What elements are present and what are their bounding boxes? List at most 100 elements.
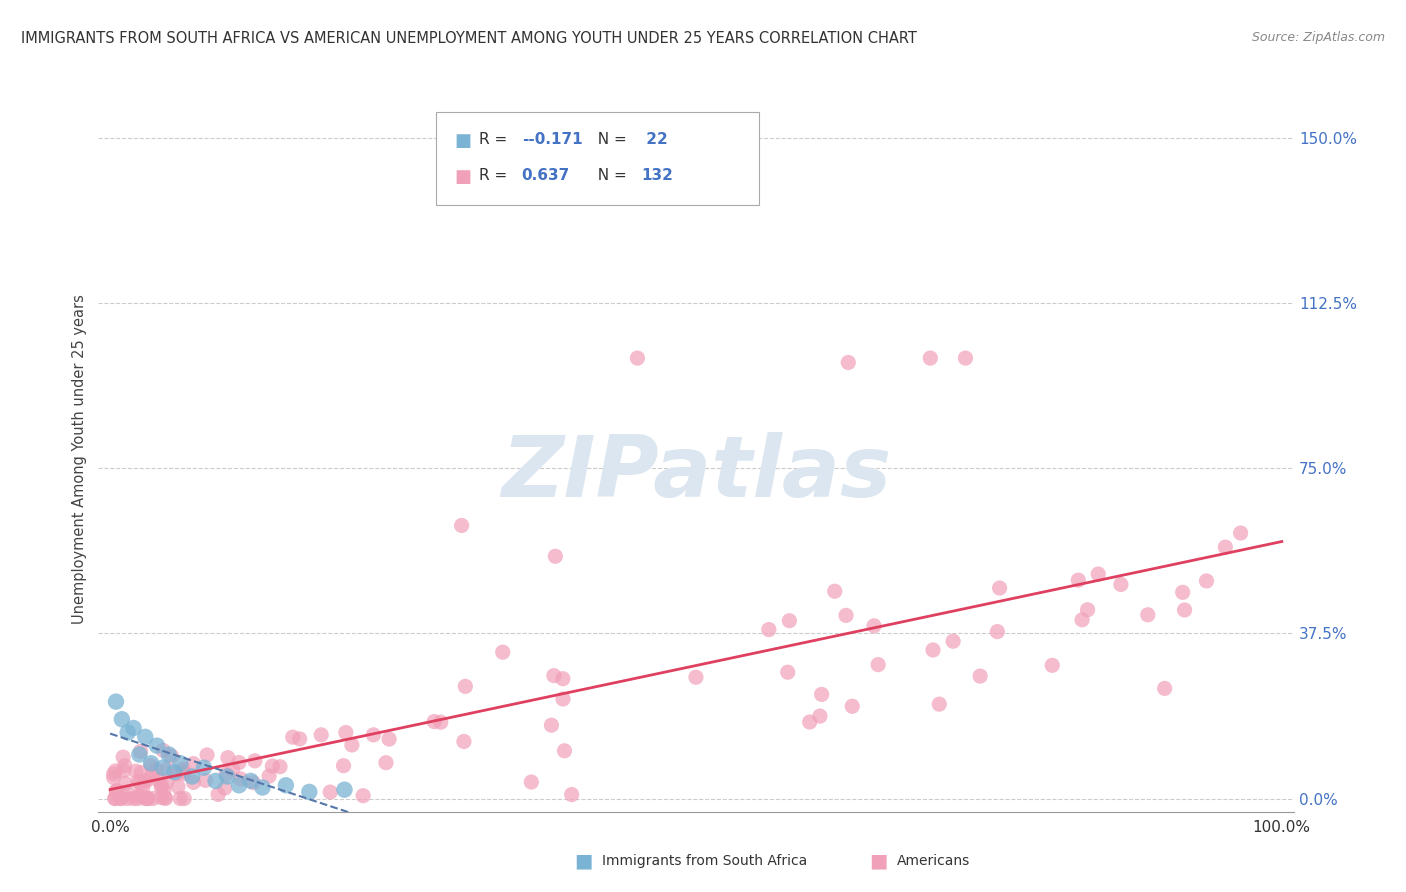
- Point: [1071, 613, 1094, 627]
- Point: [298, 785, 321, 799]
- Point: [214, 781, 236, 796]
- Point: [824, 584, 846, 599]
- Text: ■: ■: [574, 851, 593, 871]
- Point: [810, 687, 832, 701]
- Point: [157, 747, 180, 762]
- Point: [122, 721, 145, 735]
- Point: [808, 709, 831, 723]
- Point: [352, 789, 374, 803]
- Point: [153, 790, 176, 805]
- Point: [229, 772, 252, 786]
- Point: [551, 692, 574, 706]
- Text: ■: ■: [869, 851, 889, 871]
- Point: [986, 624, 1008, 639]
- Point: [551, 672, 574, 686]
- Point: [172, 762, 194, 776]
- Point: [167, 780, 190, 794]
- Point: [955, 351, 977, 365]
- Point: [136, 791, 159, 805]
- Point: [215, 767, 238, 781]
- Point: [112, 764, 135, 778]
- Point: [835, 608, 858, 623]
- Point: [274, 778, 297, 792]
- Point: [204, 773, 226, 788]
- Point: [228, 756, 250, 770]
- Text: Immigrants from South Africa: Immigrants from South Africa: [602, 854, 807, 868]
- Point: [183, 775, 205, 789]
- Point: [920, 351, 942, 365]
- Point: [172, 764, 194, 779]
- Point: [152, 783, 174, 797]
- Point: [221, 762, 243, 776]
- Point: [132, 789, 155, 804]
- Point: [129, 744, 152, 758]
- Point: [1171, 585, 1194, 599]
- Point: [117, 787, 139, 801]
- Point: [152, 743, 174, 757]
- Point: [114, 776, 136, 790]
- Text: IMMIGRANTS FROM SOUTH AFRICA VS AMERICAN UNEMPLOYMENT AMONG YOUTH UNDER 25 YEARS: IMMIGRANTS FROM SOUTH AFRICA VS AMERICAN…: [21, 31, 917, 46]
- Point: [269, 760, 291, 774]
- Point: [450, 518, 472, 533]
- Point: [778, 614, 800, 628]
- Point: [1174, 603, 1197, 617]
- Point: [453, 734, 475, 748]
- Text: Source: ZipAtlas.com: Source: ZipAtlas.com: [1251, 31, 1385, 45]
- Point: [173, 791, 195, 805]
- Point: [863, 619, 886, 633]
- Point: [103, 766, 125, 780]
- Point: [112, 750, 135, 764]
- Point: [142, 791, 165, 805]
- Point: [134, 774, 156, 789]
- Point: [169, 756, 191, 771]
- Point: [1087, 567, 1109, 582]
- Point: [239, 773, 262, 788]
- Point: [145, 763, 167, 777]
- Point: [156, 775, 179, 789]
- Point: [1067, 573, 1090, 587]
- Text: ■: ■: [454, 168, 471, 186]
- Point: [134, 791, 156, 805]
- Point: [243, 754, 266, 768]
- Point: [492, 645, 515, 659]
- Point: [146, 772, 169, 787]
- Point: [105, 695, 128, 709]
- Point: [868, 657, 890, 672]
- Point: [988, 581, 1011, 595]
- Point: [135, 774, 157, 789]
- Point: [142, 768, 165, 782]
- Text: Americans: Americans: [897, 854, 970, 868]
- Point: [146, 739, 169, 753]
- Point: [165, 767, 187, 781]
- Point: [378, 732, 401, 747]
- Point: [540, 718, 562, 732]
- Point: [207, 788, 229, 802]
- Point: [520, 775, 543, 789]
- Point: [105, 784, 128, 798]
- Point: [363, 728, 385, 742]
- Point: [136, 791, 159, 805]
- Point: [333, 782, 356, 797]
- Point: [841, 699, 863, 714]
- Point: [104, 791, 127, 805]
- Point: [242, 775, 264, 789]
- Text: --0.171: --0.171: [522, 132, 582, 147]
- Text: 132: 132: [641, 168, 673, 183]
- Point: [129, 765, 152, 780]
- Point: [928, 697, 950, 711]
- Point: [110, 791, 132, 805]
- Text: ■: ■: [454, 132, 471, 150]
- Point: [332, 758, 354, 772]
- Point: [553, 744, 575, 758]
- Point: [193, 761, 215, 775]
- Text: 22: 22: [641, 132, 668, 147]
- Point: [173, 766, 195, 780]
- Point: [127, 791, 149, 805]
- Point: [134, 730, 156, 744]
- Point: [103, 771, 125, 785]
- Point: [127, 774, 149, 789]
- Point: [181, 769, 204, 784]
- Point: [183, 756, 205, 771]
- Point: [150, 780, 173, 795]
- Text: 0.637: 0.637: [522, 168, 569, 183]
